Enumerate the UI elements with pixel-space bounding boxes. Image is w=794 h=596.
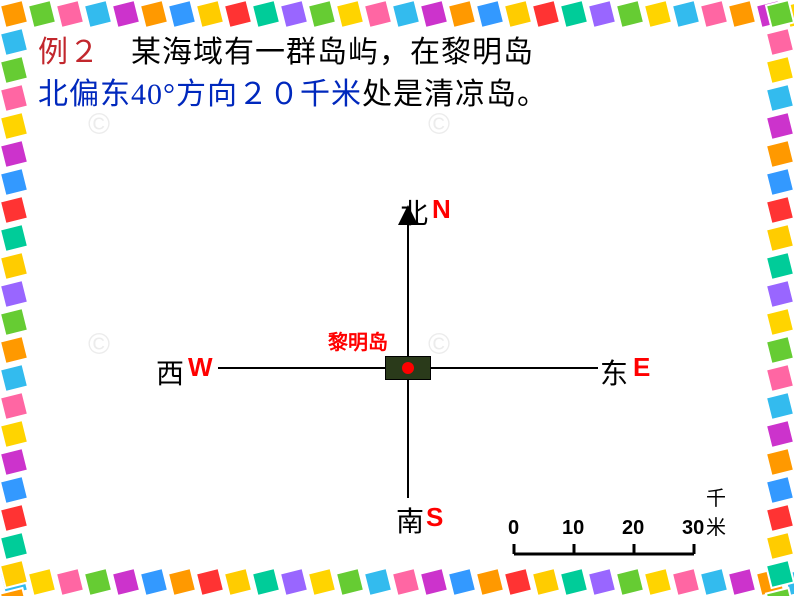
scale-bar: 0 10 20 30 千米 <box>506 510 736 560</box>
scale-tick-1: 10 <box>562 517 584 540</box>
compass-diagram: 北 N 南 S 西 W 东 E 黎明岛 <box>108 148 668 548</box>
compass-axes <box>108 148 668 548</box>
west-label-cn: 西 <box>156 352 184 392</box>
scale-unit: 千米 <box>706 482 736 540</box>
island-label: 黎明岛 <box>328 326 388 355</box>
south-label-en: S <box>426 502 443 533</box>
watermark: © <box>88 328 110 362</box>
problem-text: 例２ 某海域有一群岛屿，在黎明岛 北偏东40°方向２０千米处是清凉岛。 <box>38 32 756 116</box>
slide-content: © © © © 例２ 某海域有一群岛屿，在黎明岛 北偏东40°方向２０千米处是清… <box>28 28 766 568</box>
east-label-en: E <box>633 352 650 383</box>
scale-tick-0: 0 <box>508 517 519 540</box>
problem-direction: 北偏东40°方向２０千米 <box>38 78 362 111</box>
north-label-cn: 北 <box>400 192 428 232</box>
scale-tick-3: 30 <box>682 517 704 540</box>
north-label-en: N <box>432 194 451 225</box>
west-label-en: W <box>188 352 213 383</box>
problem-part2: 处是清凉岛。 <box>362 78 548 111</box>
example-label: 例２ <box>38 36 100 69</box>
island-marker-dot <box>402 362 414 374</box>
scale-tick-2: 20 <box>622 517 644 540</box>
problem-part1: 某海域有一群岛屿，在黎明岛 <box>100 36 534 69</box>
south-label-cn: 南 <box>396 500 424 540</box>
east-label-cn: 东 <box>600 352 628 392</box>
